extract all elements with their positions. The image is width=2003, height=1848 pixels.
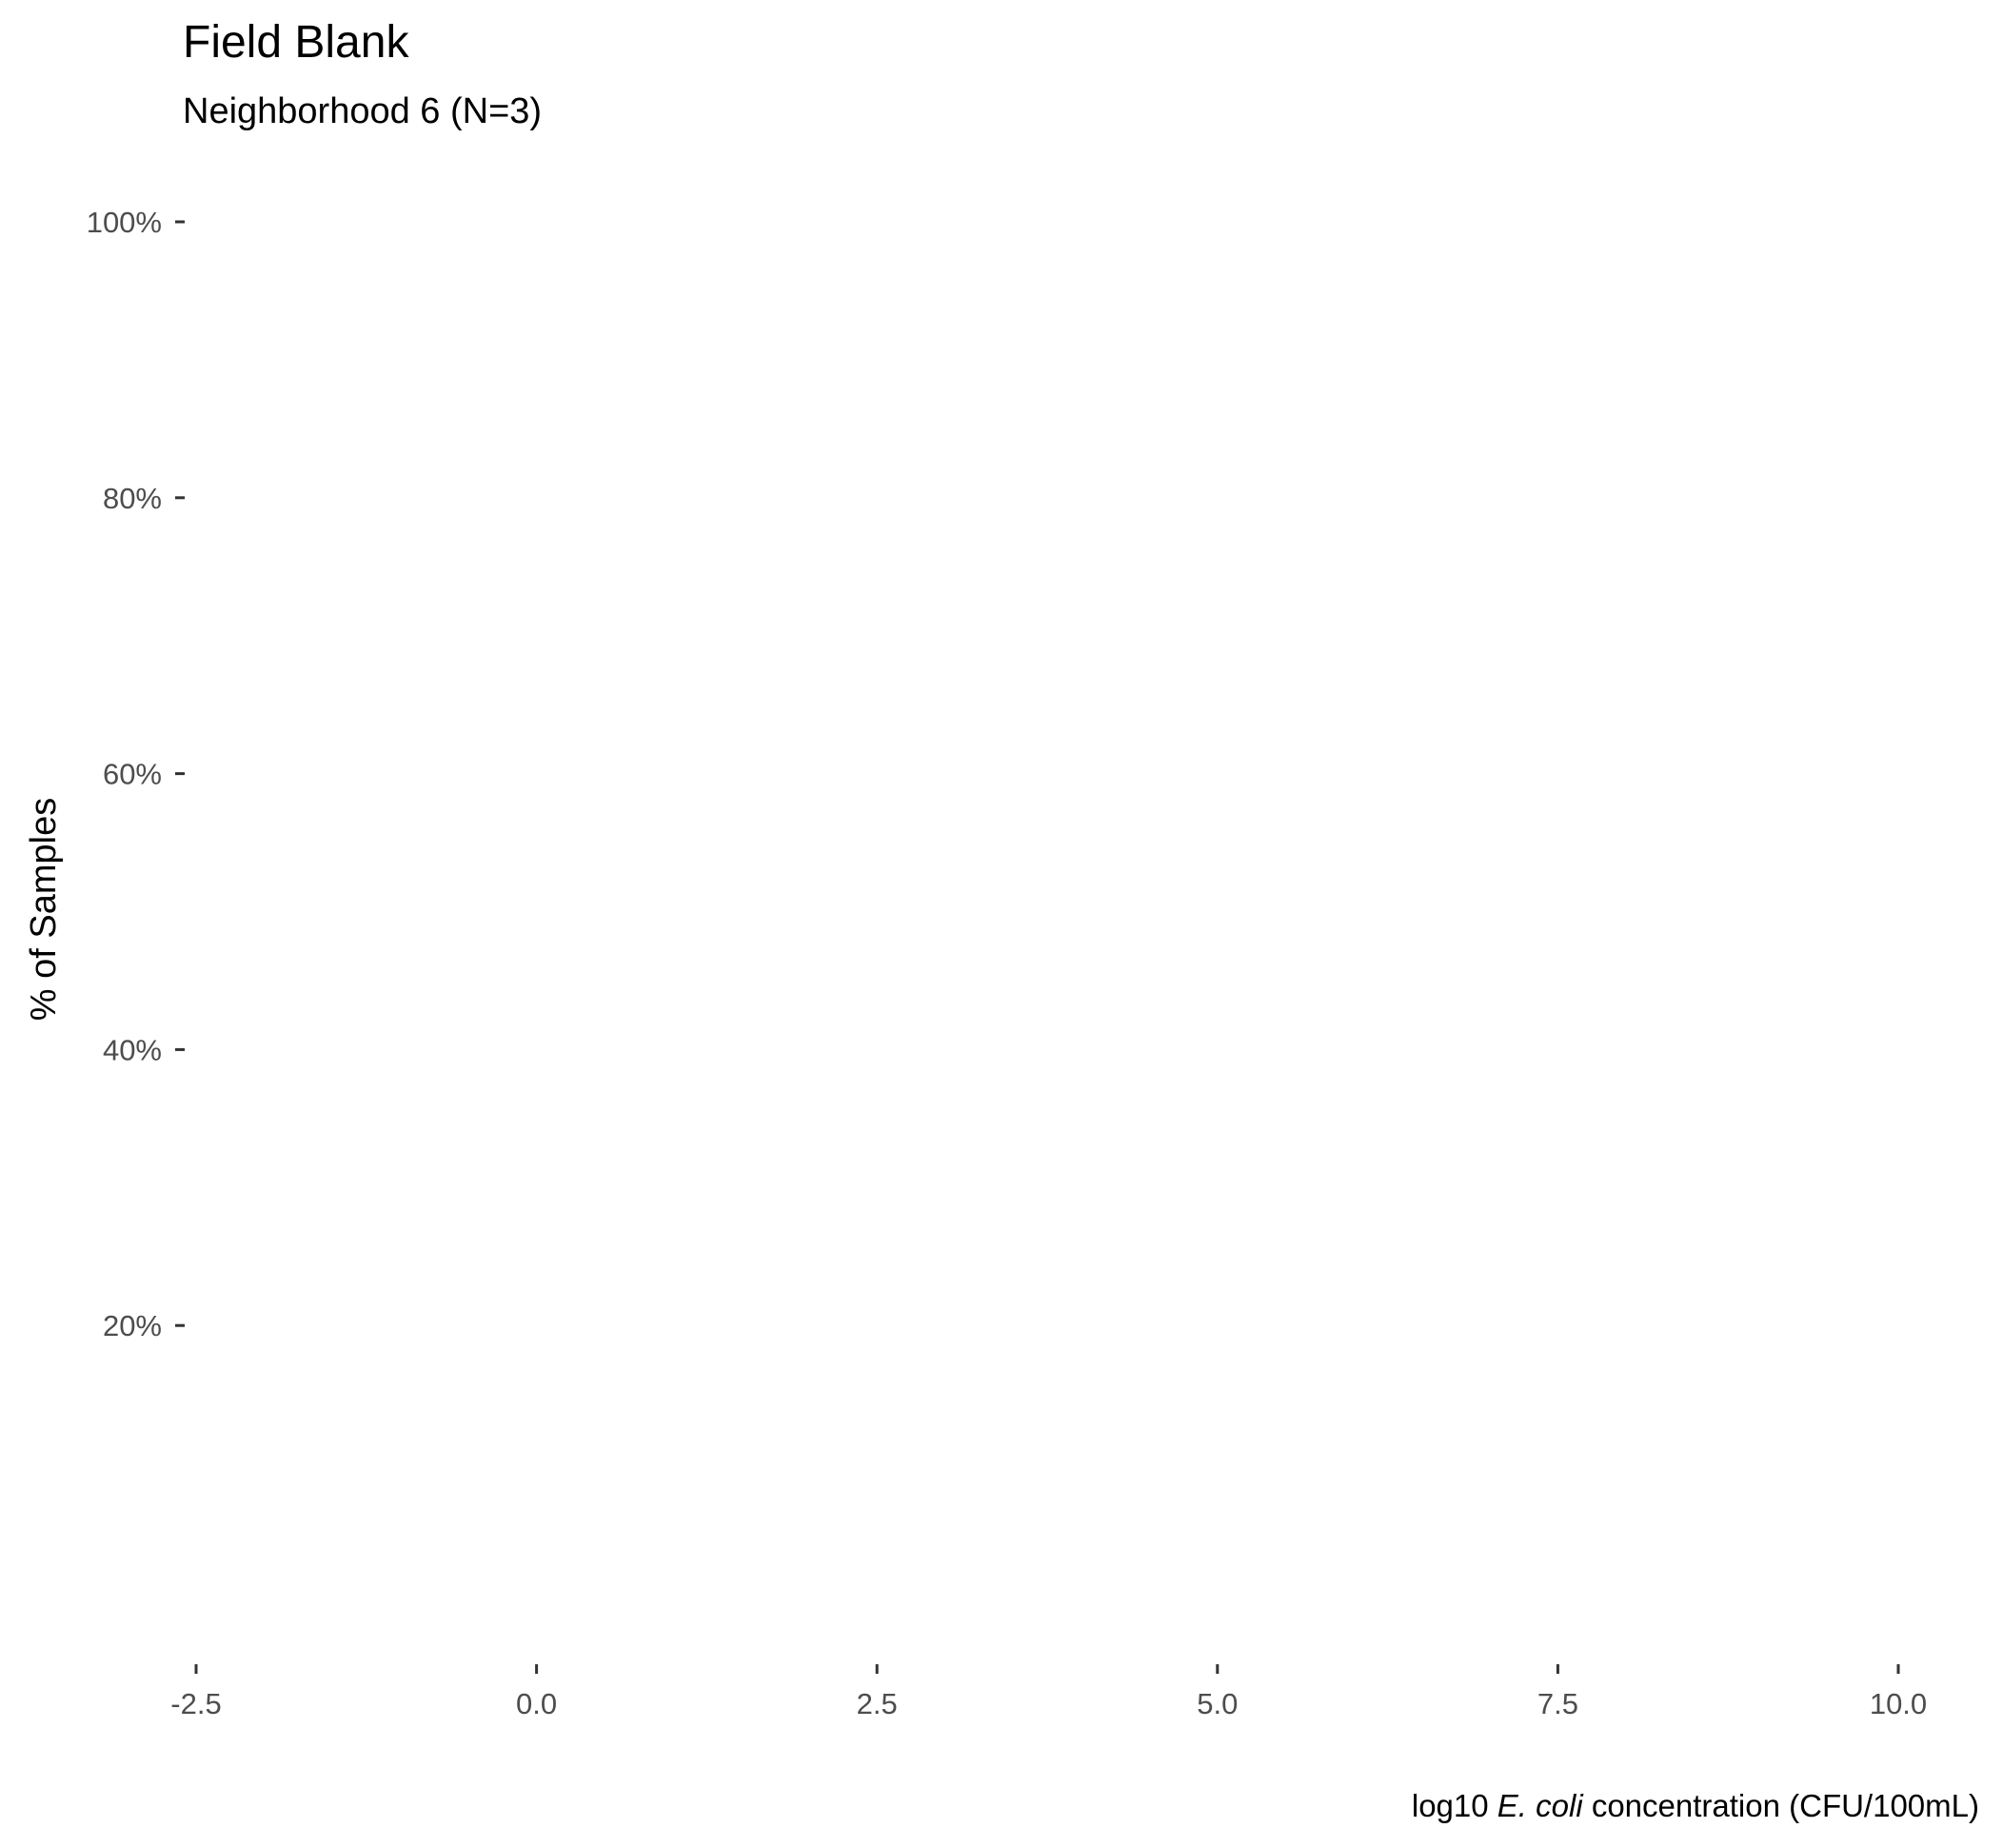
x-tick-label: 5.0 xyxy=(1197,1687,1238,1720)
x-axis-title-suffix: concentration (CFU/100mL) xyxy=(1583,1788,1979,1823)
y-tick-label: 20% xyxy=(103,1309,162,1342)
chart-title: Field Blank xyxy=(183,17,409,68)
x-tick-label: 7.5 xyxy=(1537,1687,1578,1720)
x-axis-ticks: -2.5 0.0 2.5 5.0 7.5 10.0 xyxy=(170,1664,1927,1720)
x-axis-title: log10 E. coli concentration (CFU/100mL) xyxy=(1412,1788,1979,1823)
x-tick-label: 10.0 xyxy=(1870,1687,1927,1720)
y-tick-label: 40% xyxy=(103,1033,162,1066)
y-axis-title: % of Samples xyxy=(24,798,64,1021)
y-tick-label: 80% xyxy=(103,482,162,515)
y-tick-label: 60% xyxy=(103,758,162,791)
x-axis-title-italic: E. coli xyxy=(1497,1788,1585,1823)
x-tick-label: 2.5 xyxy=(857,1687,898,1720)
x-tick-label: 0.0 xyxy=(516,1687,557,1720)
chart-subtitle: Neighborhood 6 (N=3) xyxy=(183,91,542,131)
x-axis-title-prefix: log10 xyxy=(1412,1788,1497,1823)
y-tick-label: 100% xyxy=(87,206,162,239)
x-tick-label: -2.5 xyxy=(170,1687,221,1720)
y-axis-ticks: 20% 40% 60% 80% 100% xyxy=(87,206,185,1342)
